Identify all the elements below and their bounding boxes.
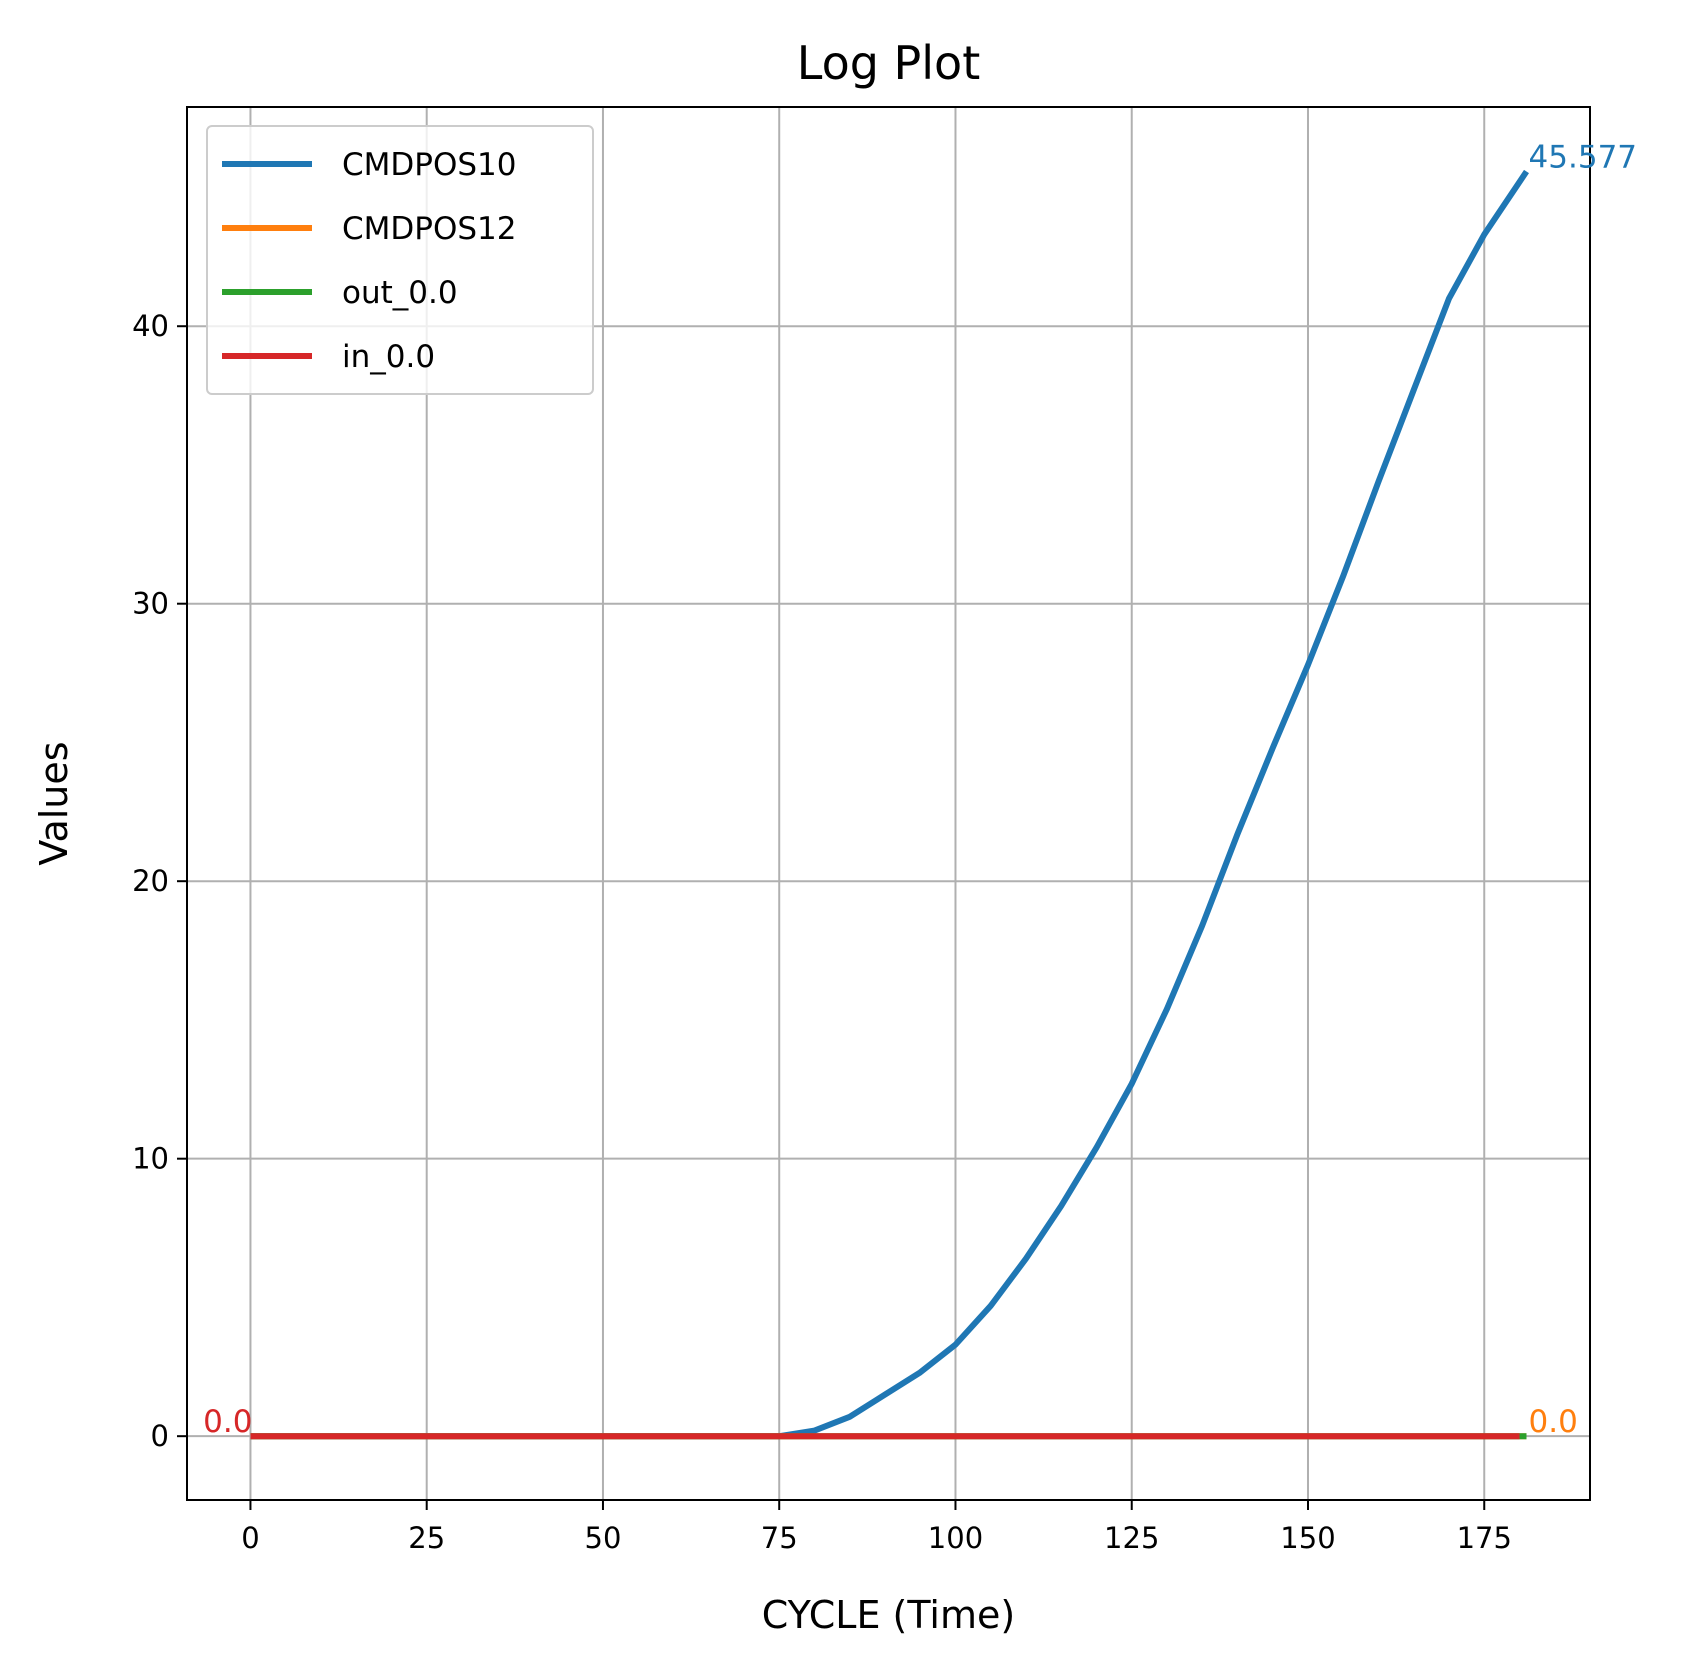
y-tick-label: 20 bbox=[132, 864, 169, 898]
grid-lines bbox=[187, 107, 1590, 1500]
y-tick-label: 40 bbox=[132, 309, 169, 343]
axis-ticks: 0 25 50 75 100 125 150 175 0 10 20 30 40 bbox=[132, 309, 1512, 1555]
x-tick-label: 25 bbox=[408, 1521, 445, 1555]
x-tick-label: 75 bbox=[761, 1521, 798, 1555]
x-tick-label: 150 bbox=[1280, 1521, 1335, 1555]
annotations: 45.577 0.0 0.0 bbox=[203, 139, 1637, 1440]
x-axis-label: CYCLE (Time) bbox=[762, 1593, 1015, 1637]
x-tick-label: 50 bbox=[585, 1521, 622, 1555]
y-tick-label: 10 bbox=[132, 1142, 169, 1176]
x-tick-label: 100 bbox=[928, 1521, 983, 1555]
legend-label: CMDPOS10 bbox=[342, 147, 516, 183]
legend-label: CMDPOS12 bbox=[342, 211, 516, 247]
legend: CMDPOS10 CMDPOS12 out_0.0 in_0.0 bbox=[206, 125, 594, 395]
y-axis-label: Values bbox=[32, 741, 76, 865]
value-annotation: 0.0 bbox=[1529, 1404, 1578, 1440]
x-tick-label: 125 bbox=[1104, 1521, 1159, 1555]
legend-label: out_0.0 bbox=[342, 275, 458, 311]
series-line-CMDPOS10 bbox=[250, 169, 1529, 1440]
y-tick-label: 30 bbox=[132, 587, 169, 621]
legend-label: in_0.0 bbox=[342, 339, 435, 375]
y-tick-label: 0 bbox=[151, 1419, 169, 1453]
plot-frame bbox=[186, 106, 1591, 1501]
chart-title: Log Plot bbox=[797, 36, 980, 90]
x-tick-label: 0 bbox=[241, 1521, 259, 1555]
value-annotation: 45.577 bbox=[1529, 139, 1637, 175]
value-annotation: 0.0 bbox=[203, 1404, 252, 1440]
legend-box bbox=[206, 125, 594, 395]
x-tick-label: 175 bbox=[1457, 1521, 1512, 1555]
series-lines bbox=[250, 169, 1529, 1440]
